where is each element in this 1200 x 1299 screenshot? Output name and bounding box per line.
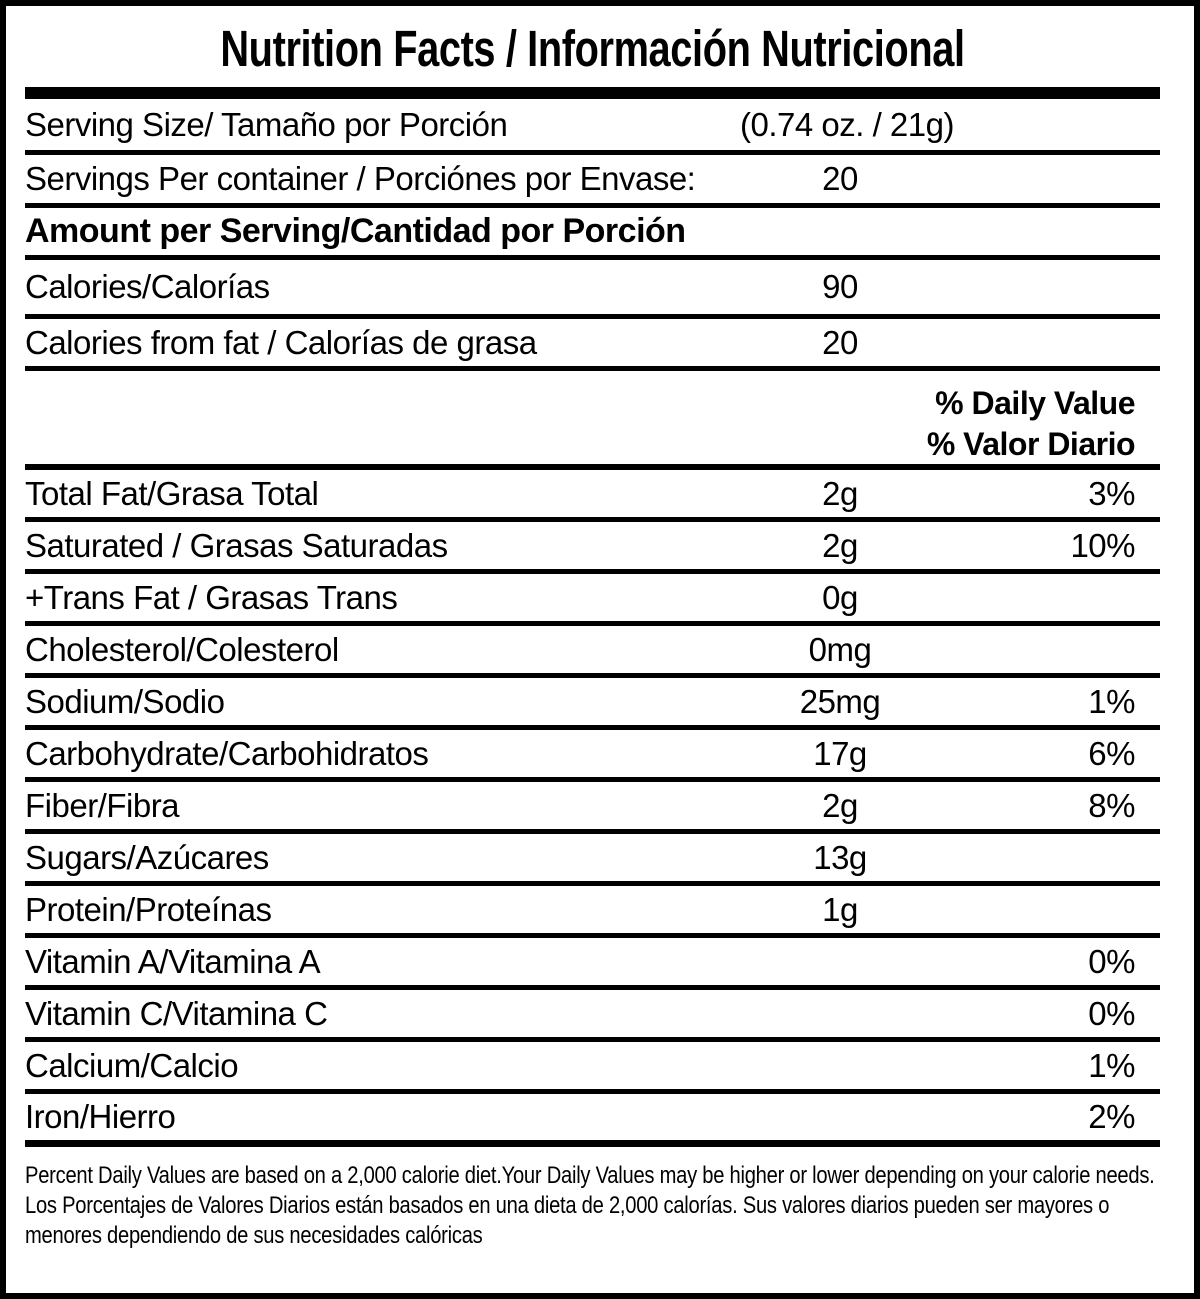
nutrient-amount: 2g — [822, 474, 858, 512]
daily-value-header-es: % Valor Diario — [926, 426, 1136, 462]
serving-size-label: Serving Size/ Tamaño por Porción — [25, 105, 508, 143]
nutrient-daily-value: 2% — [1088, 1098, 1135, 1135]
nutrient-label: Fiber/Fibra — [25, 786, 180, 824]
daily-value-header-en: % Daily Value — [935, 385, 1135, 421]
nutrient-amount: 17g — [813, 734, 867, 772]
nutrient-row-vitamin-a: Vitamin A/Vitamina A 0% — [25, 938, 1160, 990]
daily-value-header-block: % Daily Value % Valor Diario — [25, 371, 1160, 470]
nutrient-row-sodium: Sodium/Sodio 25mg 1% — [25, 678, 1160, 730]
nutrient-label: Carbohydrate/Carbohidratos — [25, 734, 429, 772]
servings-per-container-label: Servings Per container / Porciónes por E… — [25, 160, 696, 197]
calories-from-fat-value: 20 — [822, 323, 858, 361]
servings-per-container-row: Servings Per container / Porciónes por E… — [25, 155, 1160, 208]
nutrient-daily-value: 8% — [1088, 786, 1135, 824]
nutrient-label: Saturated / Grasas Saturadas — [25, 526, 448, 564]
nutrient-row-cholesterol: Cholesterol/Colesterol 0mg — [25, 626, 1160, 678]
calories-from-fat-label: Calories from fat / Calorías de grasa — [25, 323, 537, 361]
nutrient-row-calcium: Calcium/Calcio 1% — [25, 1042, 1160, 1094]
nutrient-daily-value: 0% — [1088, 942, 1135, 980]
nutrient-row-iron: Iron/Hierro 2% — [25, 1094, 1160, 1140]
nutrient-row-trans-fat: +Trans Fat / Grasas Trans 0g — [25, 574, 1160, 626]
nutrient-row-sugars: Sugars/Azúcares 13g — [25, 834, 1160, 886]
nutrient-label: Sodium/Sodio — [25, 682, 225, 720]
nutrient-label: Cholesterol/Colesterol — [25, 630, 339, 668]
nutrient-amount: 2g — [822, 526, 858, 564]
nutrient-amount: 25mg — [799, 682, 881, 720]
footnote-english: Percent Daily Values are based on a 2,00… — [25, 1162, 1155, 1189]
nutrient-amount: 2g — [822, 786, 858, 824]
nutrient-amount: 1g — [822, 890, 858, 928]
nutrient-daily-value: 10% — [1070, 526, 1135, 564]
nutrient-row-saturated-fat: Saturated / Grasas Saturadas 2g 10% — [25, 522, 1160, 574]
nutrient-daily-value: 6% — [1088, 734, 1135, 772]
nutrient-daily-value: 3% — [1088, 474, 1135, 512]
label-title: Nutrition Facts / Información Nutriciona… — [220, 20, 965, 77]
nutrient-label: Calcium/Calcio — [25, 1046, 239, 1084]
calories-from-fat-row: Calories from fat / Calorías de grasa 20 — [25, 319, 1160, 371]
calories-label: Calories/Calorías — [25, 268, 270, 305]
nutrient-row-fiber: Fiber/Fibra 2g 8% — [25, 782, 1160, 834]
amount-per-serving-row: Amount per Serving/Cantidad por Porción — [25, 208, 1160, 260]
nutrient-amount: 0g — [822, 578, 858, 616]
amount-per-serving-header: Amount per Serving/Cantidad por Porción — [25, 212, 686, 250]
footnotes-block: Percent Daily Values are based on a 2,00… — [25, 1147, 1160, 1299]
calories-row: Calories/Calorías 90 — [25, 260, 1160, 319]
nutrient-amount: 0mg — [808, 630, 872, 668]
title-separator-bar — [25, 87, 1160, 99]
servings-per-container-value: 20 — [822, 160, 858, 197]
calories-value: 90 — [822, 268, 858, 305]
nutrient-label: Vitamin A/Vitamina A — [25, 942, 321, 980]
nutrient-label: Sugars/Azúcares — [25, 838, 269, 876]
footnote-spanish: Los Porcentajes de Valores Diarios están… — [25, 1192, 1110, 1249]
nutrient-row-vitamin-c: Vitamin C/Vitamina C 0% — [25, 990, 1160, 1042]
nutrient-daily-value: 1% — [1088, 1046, 1135, 1084]
nutrient-daily-value: 0% — [1088, 994, 1135, 1032]
nutrient-row-total-fat: Total Fat/Grasa Total 2g 3% — [25, 470, 1160, 522]
nutrient-label: Vitamin C/Vitamina C — [25, 994, 328, 1032]
serving-size-row: Serving Size/ Tamaño por Porción (0.74 o… — [25, 99, 1160, 155]
serving-size-value: (0.74 oz. / 21g) — [740, 105, 954, 143]
nutrient-label: Total Fat/Grasa Total — [25, 474, 319, 512]
nutrient-label: +Trans Fat / Grasas Trans — [25, 578, 398, 616]
nutrient-row-protein: Protein/Proteínas 1g — [25, 886, 1160, 938]
nutrient-label: Protein/Proteínas — [25, 890, 272, 928]
nutrient-label: Iron/Hierro — [25, 1098, 176, 1135]
nutrient-row-carbohydrate: Carbohydrate/Carbohidratos 17g 6% — [25, 730, 1160, 782]
nutrient-daily-value: 1% — [1088, 682, 1135, 720]
nutrient-amount: 13g — [813, 838, 867, 876]
footer-separator-bar — [25, 1140, 1160, 1147]
